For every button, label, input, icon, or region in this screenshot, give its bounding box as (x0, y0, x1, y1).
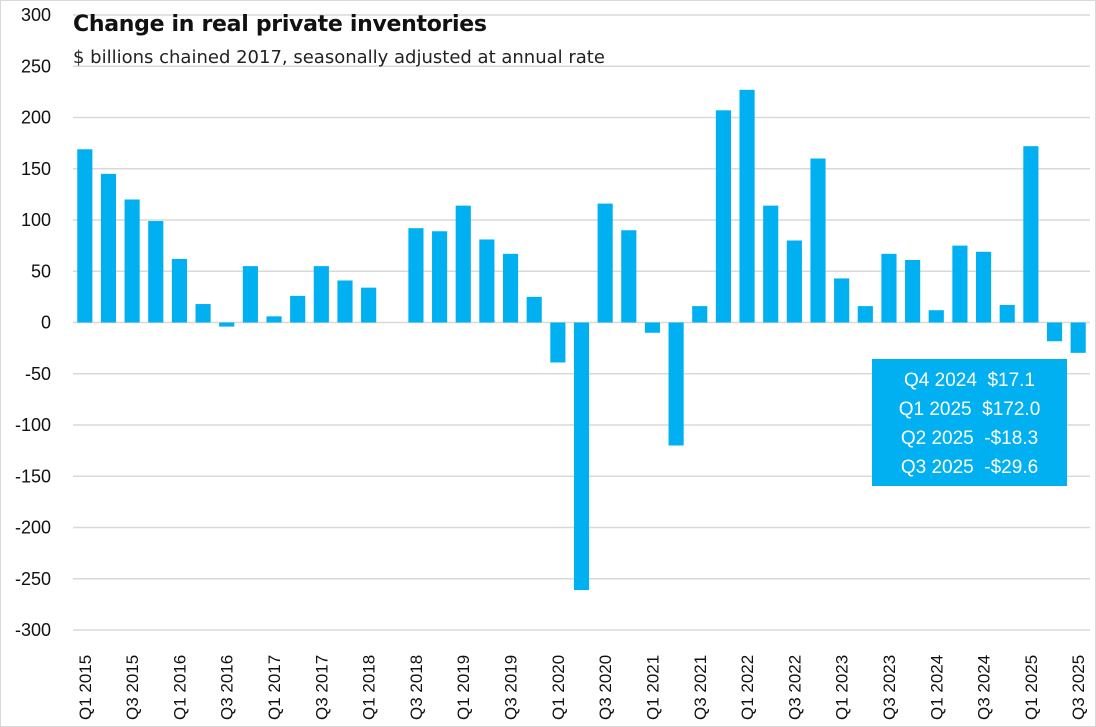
bar-q3-2015 (124, 199, 140, 323)
y-tick-label: -150 (15, 466, 51, 486)
annotation-line: Q3 2025 -$29.6 (900, 457, 1039, 478)
y-tick-label: -100 (15, 415, 51, 435)
y-tick-label: -200 (15, 518, 51, 538)
y-tick-label: 0 (41, 313, 51, 333)
bar-q3-2016 (219, 322, 235, 327)
y-tick-label: 150 (21, 159, 51, 179)
annotation-line: Q2 2025 -$18.3 (900, 428, 1039, 449)
y-tick-label: -50 (25, 364, 51, 384)
x-tick-label: Q3 2015 (123, 655, 142, 720)
bar-q2-2019 (479, 239, 495, 323)
bar-q3-2017 (313, 266, 329, 323)
bar-q2-2021 (668, 322, 684, 446)
y-axis-tick-labels: 300 250 200 150 100 50 0 -50 -100 -150 -200 -250 -30… (15, 5, 51, 640)
y-tick-label: 100 (21, 210, 51, 230)
bar-q1-2023 (834, 278, 850, 323)
x-tick-label: Q3 2025 (1069, 655, 1088, 720)
x-tick-label: Q1 2017 (265, 655, 284, 720)
x-tick-label: Q1 2019 (454, 655, 473, 720)
bar-q4-2016 (242, 266, 258, 323)
bar-q1-2024 (928, 310, 944, 323)
annotation-line: Q4 2024 $17.1 (904, 370, 1035, 391)
bar-q3-2020 (597, 203, 613, 323)
bar-q1-2018 (361, 287, 377, 323)
bars (77, 89, 1086, 591)
x-tick-label: Q3 2020 (596, 655, 615, 720)
x-tick-label: Q3 2021 (691, 655, 710, 720)
bar-q4-2017 (337, 280, 353, 323)
bar-q2-2023 (857, 306, 873, 323)
bar-q4-2019 (526, 296, 542, 323)
bar-q2-2025 (1046, 322, 1063, 342)
bar-q1-2016 (171, 258, 187, 323)
x-tick-label: Q3 2022 (785, 655, 804, 720)
y-tick-label: 300 (21, 5, 51, 25)
bar-q4-2023 (905, 259, 921, 323)
bar-q4-2020 (621, 230, 637, 323)
x-tick-label: Q3 2023 (880, 655, 899, 720)
bar-q3-2019 (502, 253, 519, 323)
annotation-line: Q1 2025 $172.0 (898, 399, 1041, 420)
x-tick-label: Q1 2015 (76, 655, 95, 720)
bar-q2-2015 (100, 173, 117, 323)
x-tick-label: Q3 2018 (407, 655, 426, 720)
x-tick-label: Q1 2025 (1022, 655, 1041, 720)
bar-q3-2021 (692, 306, 708, 323)
y-tick-label: 50 (31, 261, 51, 281)
bar-q3-2025 (1070, 322, 1086, 353)
x-tick-label: Q3 2017 (312, 655, 331, 720)
latest-values-annotation: Q4 2024 $17.1 Q1 2025 $172.0 Q2 2025 -$1… (872, 359, 1067, 486)
bar-q2-2020 (573, 322, 590, 591)
bar-q1-2025 (1023, 146, 1039, 323)
bar-q2-2024 (952, 245, 968, 323)
x-axis-tick-labels: Q1 2015 Q3 2015 Q1 2016 Q3 2016 Q1 2017 Q3 20… (76, 655, 1088, 720)
bar-q1-2017 (266, 316, 282, 323)
bar-q1-2022 (739, 89, 755, 323)
bar-q3-2023 (881, 253, 897, 323)
chart-title: Change in real private inventories (73, 12, 487, 37)
bar-q2-2022 (763, 205, 779, 323)
bar-q1-2020 (550, 322, 566, 363)
bar-q3-2018 (408, 228, 424, 323)
y-tick-label: -250 (15, 569, 51, 589)
x-tick-label: Q3 2024 (975, 655, 994, 720)
x-tick-label: Q3 2016 (218, 655, 237, 720)
x-tick-label: Q1 2024 (927, 655, 946, 720)
bar-q4-2018 (432, 231, 448, 323)
bar-q4-2024 (999, 304, 1015, 323)
bar-q3-2024 (976, 251, 992, 323)
x-tick-label: Q1 2018 (360, 655, 379, 720)
bar-q4-2022 (810, 158, 826, 323)
x-tick-label: Q3 2019 (502, 655, 521, 720)
x-tick-label: Q1 2023 (833, 655, 852, 720)
bar-q2-2017 (290, 295, 306, 323)
bar-q4-2021 (715, 110, 731, 323)
bar-q2-2016 (195, 304, 211, 323)
bar-q1-2021 (644, 322, 661, 333)
bar-q1-2019 (455, 205, 471, 323)
bar-q4-2015 (148, 221, 164, 323)
bar-q3-2022 (786, 240, 802, 323)
y-tick-label: 250 (21, 56, 51, 76)
chart-subtitle: $ billions chained 2017, seasonally adju… (73, 47, 605, 68)
y-tick-label: 200 (21, 108, 51, 128)
x-tick-label: Q1 2020 (549, 655, 568, 720)
y-tick-label: -300 (15, 620, 51, 640)
x-tick-label: Q1 2021 (643, 655, 662, 720)
bar-q1-2015 (77, 149, 93, 323)
x-tick-label: Q1 2022 (738, 655, 757, 720)
x-tick-label: Q1 2016 (170, 655, 189, 720)
